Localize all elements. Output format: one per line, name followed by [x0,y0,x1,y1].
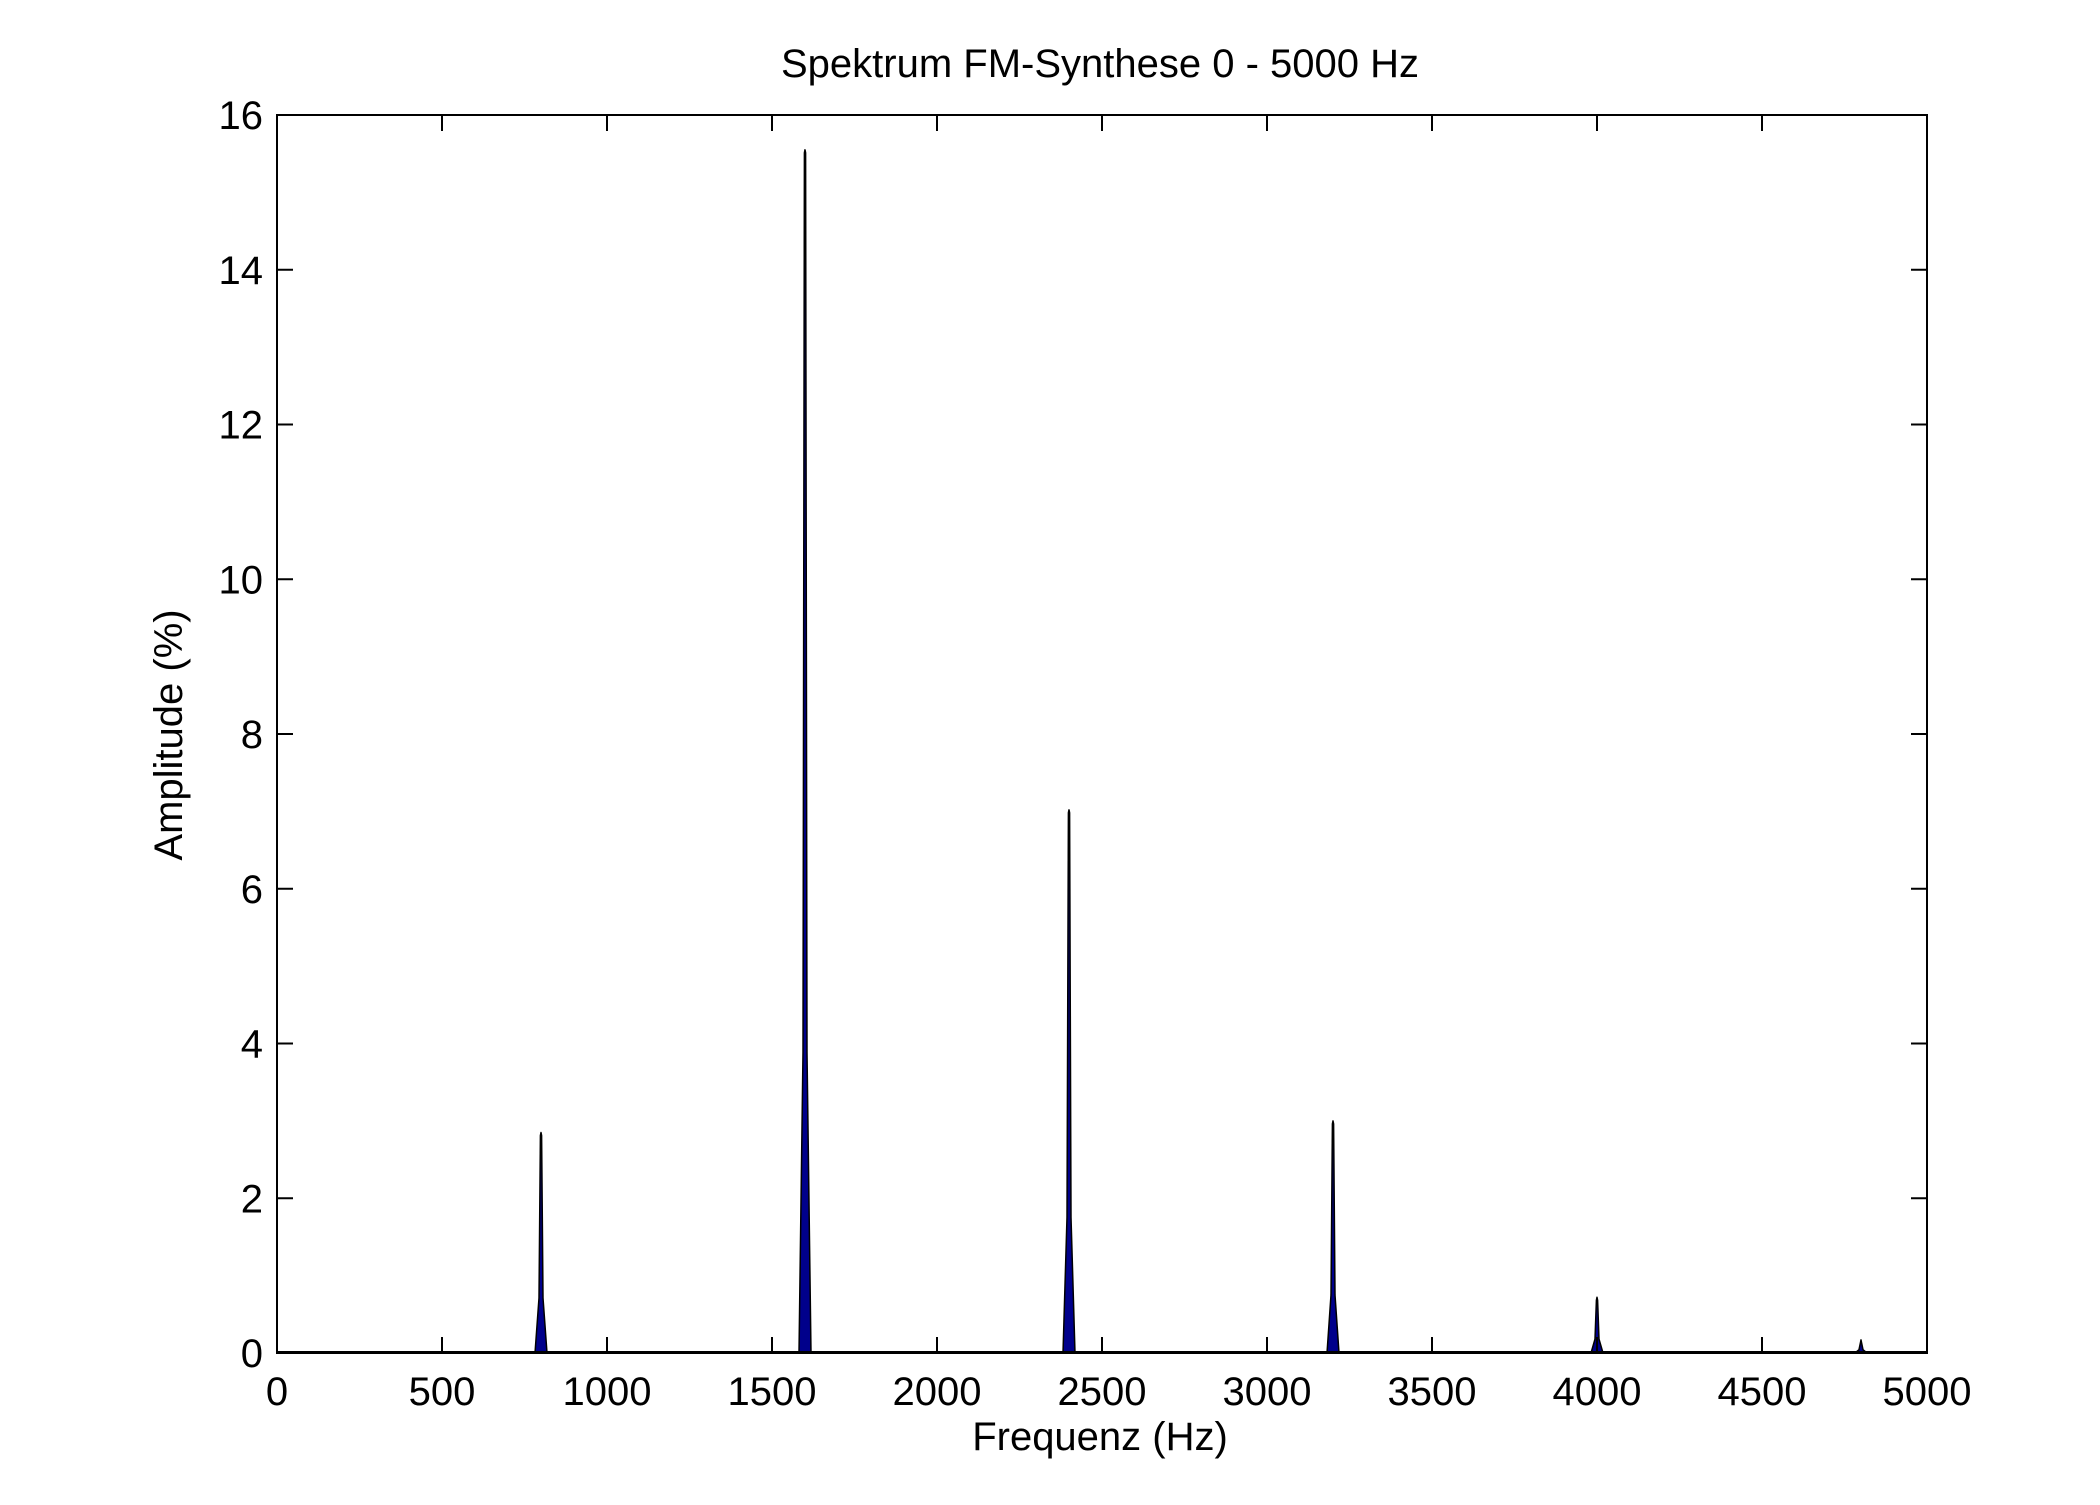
x-tick-label: 500 [409,1370,476,1414]
x-tick-label: 4000 [1553,1370,1642,1414]
y-tick-label: 14 [219,249,264,293]
x-tick-label: 1000 [563,1370,652,1414]
x-tick-label: 3000 [1223,1370,1312,1414]
x-tick-label: 2500 [1058,1370,1147,1414]
y-tick-label: 2 [241,1177,263,1221]
y-axis-label: Amplitude (%) [147,609,191,860]
spectrum-peak-5 [1590,1296,1604,1354]
x-tick-label: 5000 [1883,1370,1972,1414]
plot-background [277,115,1927,1353]
y-tick-label: 0 [241,1332,263,1376]
y-tick-label: 10 [219,558,264,602]
y-tick-label: 16 [219,94,264,138]
x-tick-label: 0 [266,1370,288,1414]
spectrum-peak-4 [1326,1120,1340,1354]
spectrum-peak-2 [798,149,812,1354]
x-tick-label: 1500 [728,1370,817,1414]
x-axis-label: Frequenz (Hz) [972,1415,1228,1459]
plot-area: 0 500 1000 1500 2000 2500 3000 3500 4000 4500 5000… [219,94,1972,1414]
y-tick-label: 8 [241,713,263,757]
chart-title: Spektrum FM-Synthese 0 - 5000 Hz [781,42,1419,86]
y-tick-label: 4 [241,1023,263,1067]
y-tick-label: 6 [241,868,263,912]
x-tick-label: 2000 [893,1370,982,1414]
y-tick-label: 12 [219,404,264,448]
x-tick-label: 4500 [1718,1370,1807,1414]
spectrum-peak-3 [1062,809,1076,1354]
x-tick-label: 3500 [1388,1370,1477,1414]
spectrum-peak-1 [534,1131,548,1354]
